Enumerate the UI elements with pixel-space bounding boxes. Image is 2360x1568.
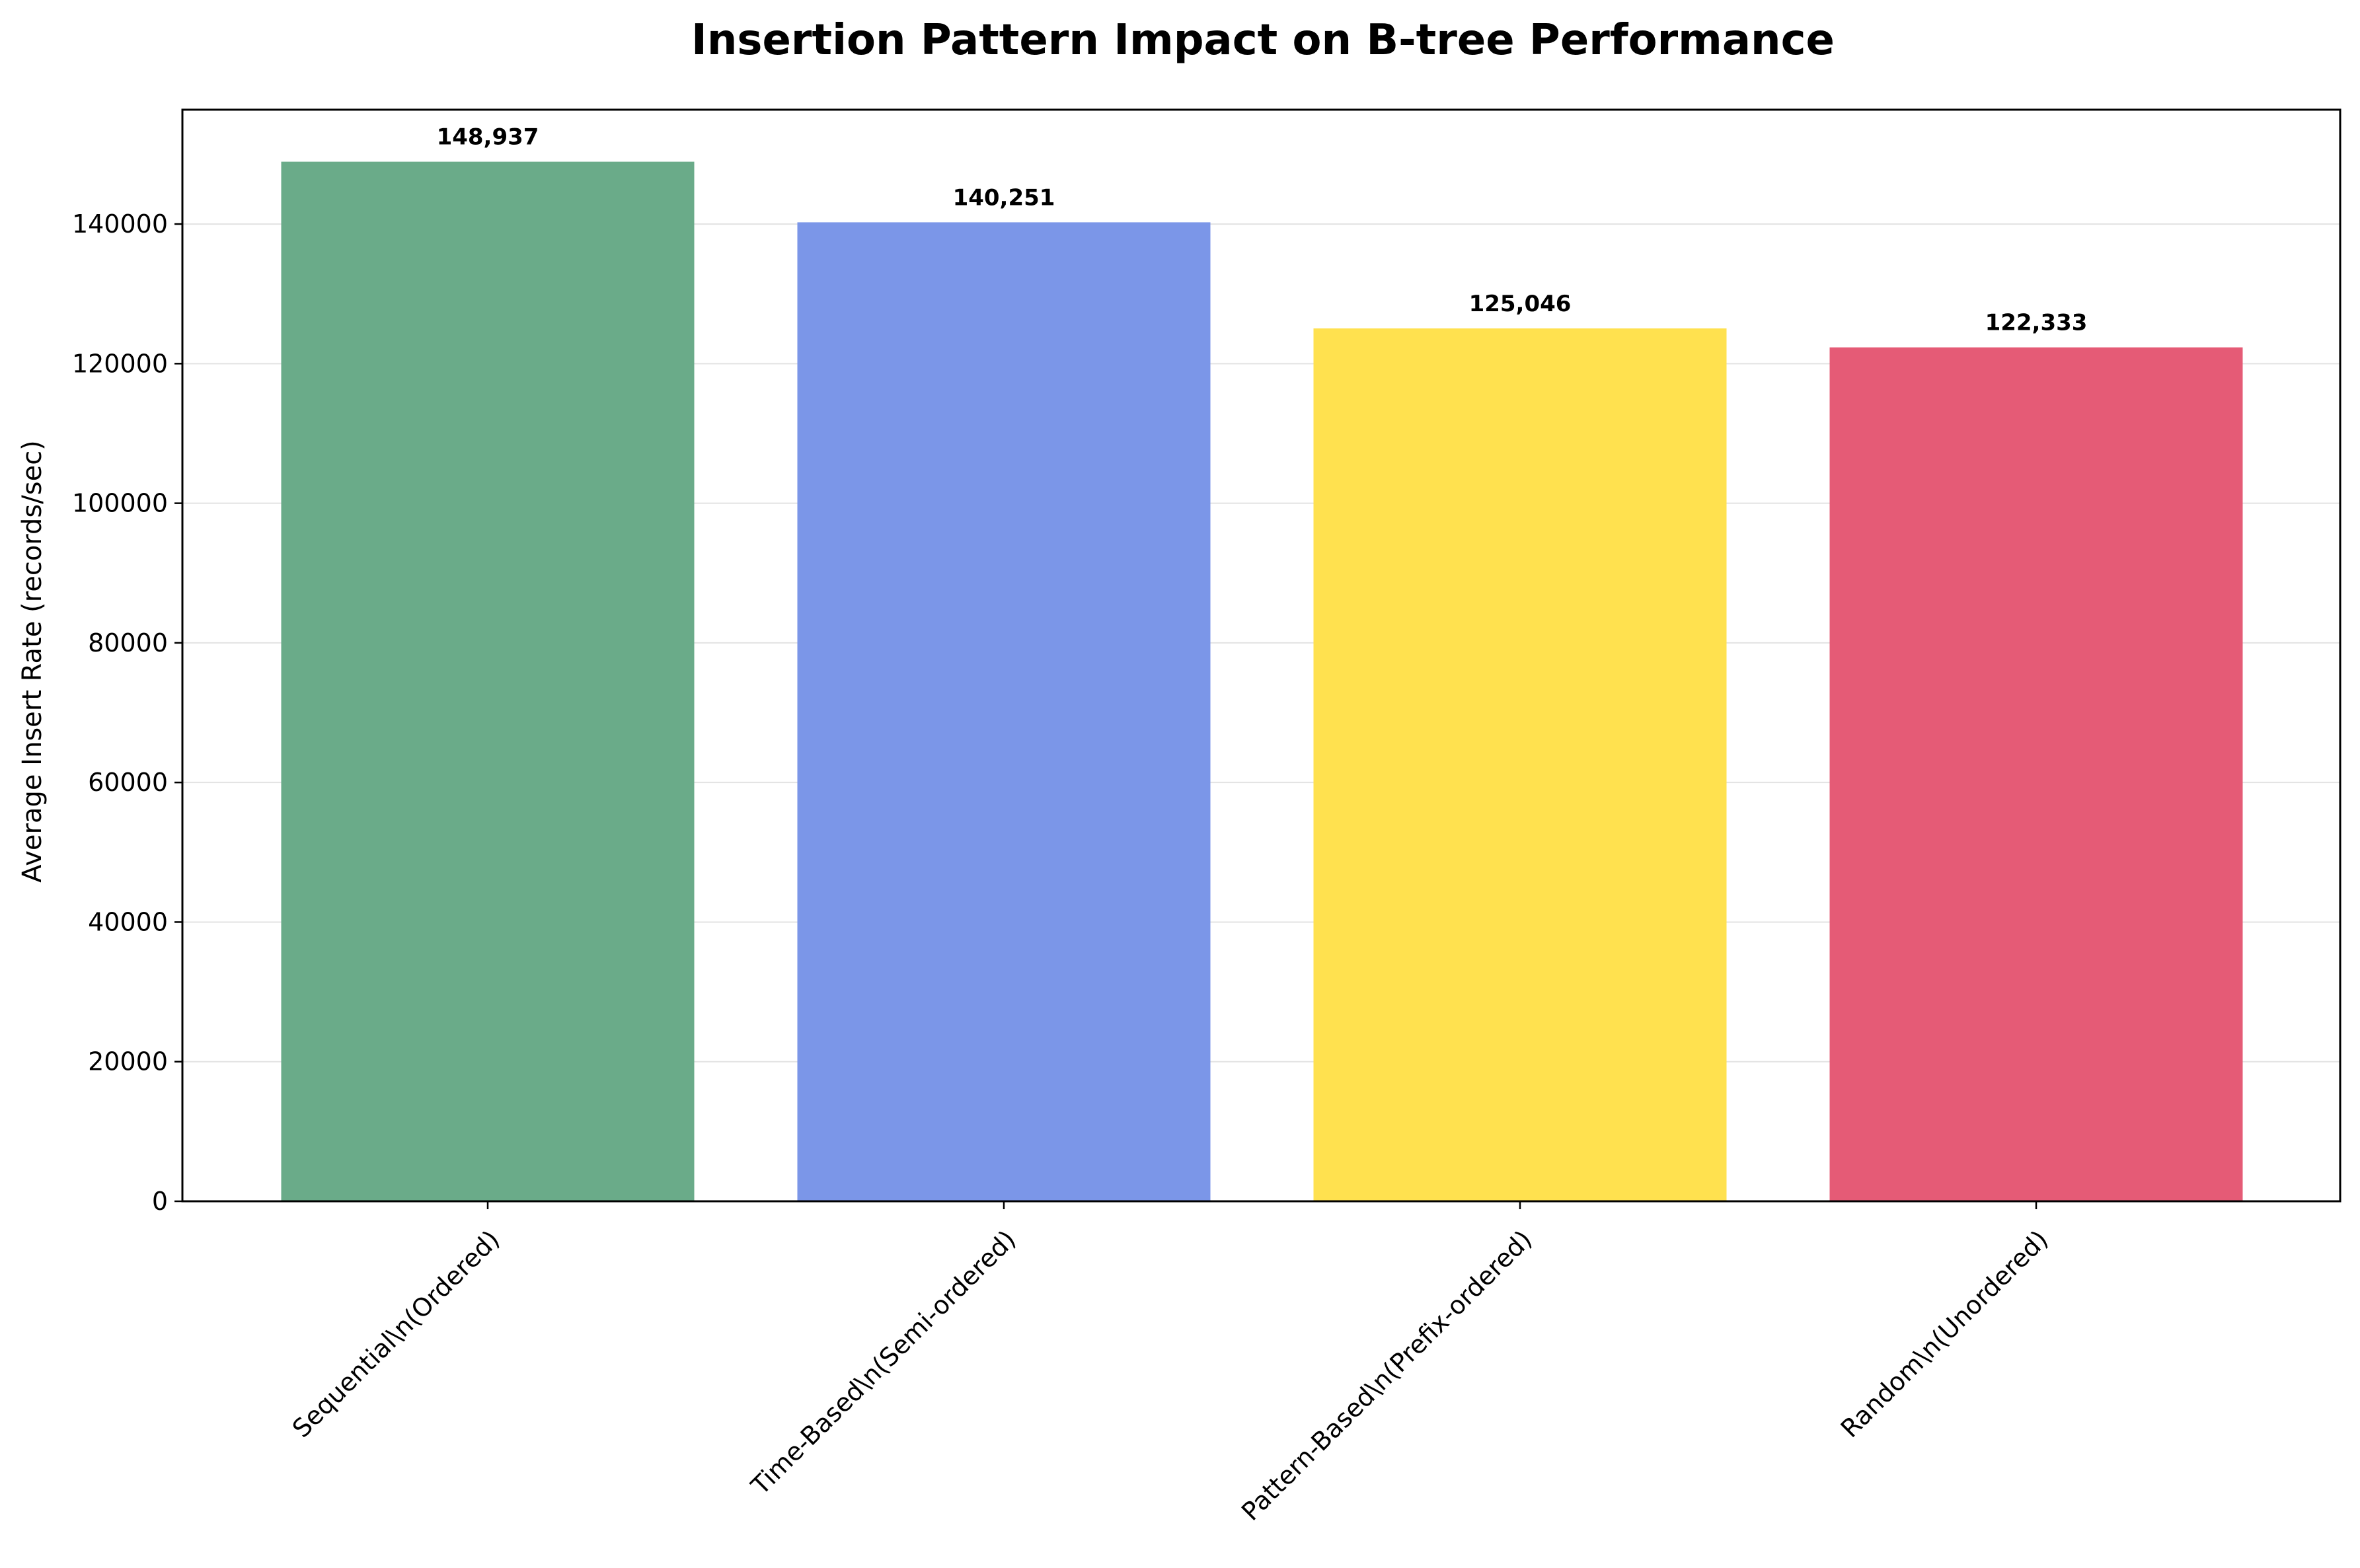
y-tick-label: 100000 (72, 489, 168, 518)
chart-title: Insertion Pattern Impact on B-tree Perfo… (691, 16, 1835, 65)
plot-area-frame (181, 108, 2341, 1203)
bar (1829, 347, 2243, 1201)
x-tick-label: Random\n(Unordered) (1835, 1224, 2054, 1443)
y-tick-label: 60000 (88, 768, 168, 797)
data-labels: 148,937 140,251 125,046 122,333 (437, 124, 2088, 336)
bar (281, 161, 695, 1202)
y-tick-label: 140000 (72, 209, 168, 239)
y-tick-label: 0 (152, 1187, 168, 1216)
y-tick-label: 120000 (72, 349, 168, 378)
x-axis-ticks: Sequential\n(Ordered) Time-Based\n(Semi-o… (287, 1201, 2054, 1526)
bar-value-label: 148,937 (437, 124, 539, 151)
y-axis-label: Average Insert Rate (records/sec) (17, 440, 48, 883)
x-tick-label: Pattern-Based\n(Prefix-ordered) (1236, 1224, 1537, 1526)
x-tick-label: Time-Based\n(Semi-ordered) (745, 1224, 1022, 1501)
bar (1313, 328, 1727, 1201)
y-tick-label: 40000 (88, 907, 168, 936)
bar-value-label: 140,251 (953, 184, 1055, 211)
bars (281, 161, 2243, 1202)
bar (797, 222, 1211, 1202)
y-tick-label: 80000 (88, 628, 168, 657)
x-tick-label: Sequential\n(Ordered) (287, 1224, 506, 1443)
y-tick-label: 20000 (88, 1047, 168, 1076)
bar-value-label: 125,046 (1469, 291, 1572, 317)
y-axis-ticks: 0 20000 40000 60000 80000 100000 120000 140000 (72, 209, 182, 1216)
bar-value-label: 122,333 (1985, 310, 2088, 336)
